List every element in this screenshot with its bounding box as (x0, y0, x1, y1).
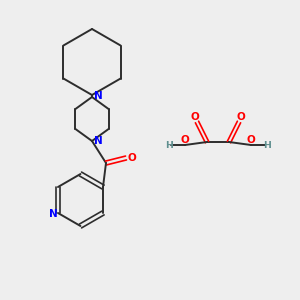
Text: N: N (49, 209, 57, 219)
Text: N: N (94, 91, 102, 101)
Text: O: O (181, 135, 189, 145)
Text: N: N (94, 136, 102, 146)
Text: O: O (247, 135, 255, 145)
Text: O: O (190, 112, 200, 122)
Text: H: H (165, 140, 173, 149)
Text: O: O (237, 112, 245, 122)
Text: O: O (128, 153, 136, 163)
Text: H: H (263, 140, 271, 149)
